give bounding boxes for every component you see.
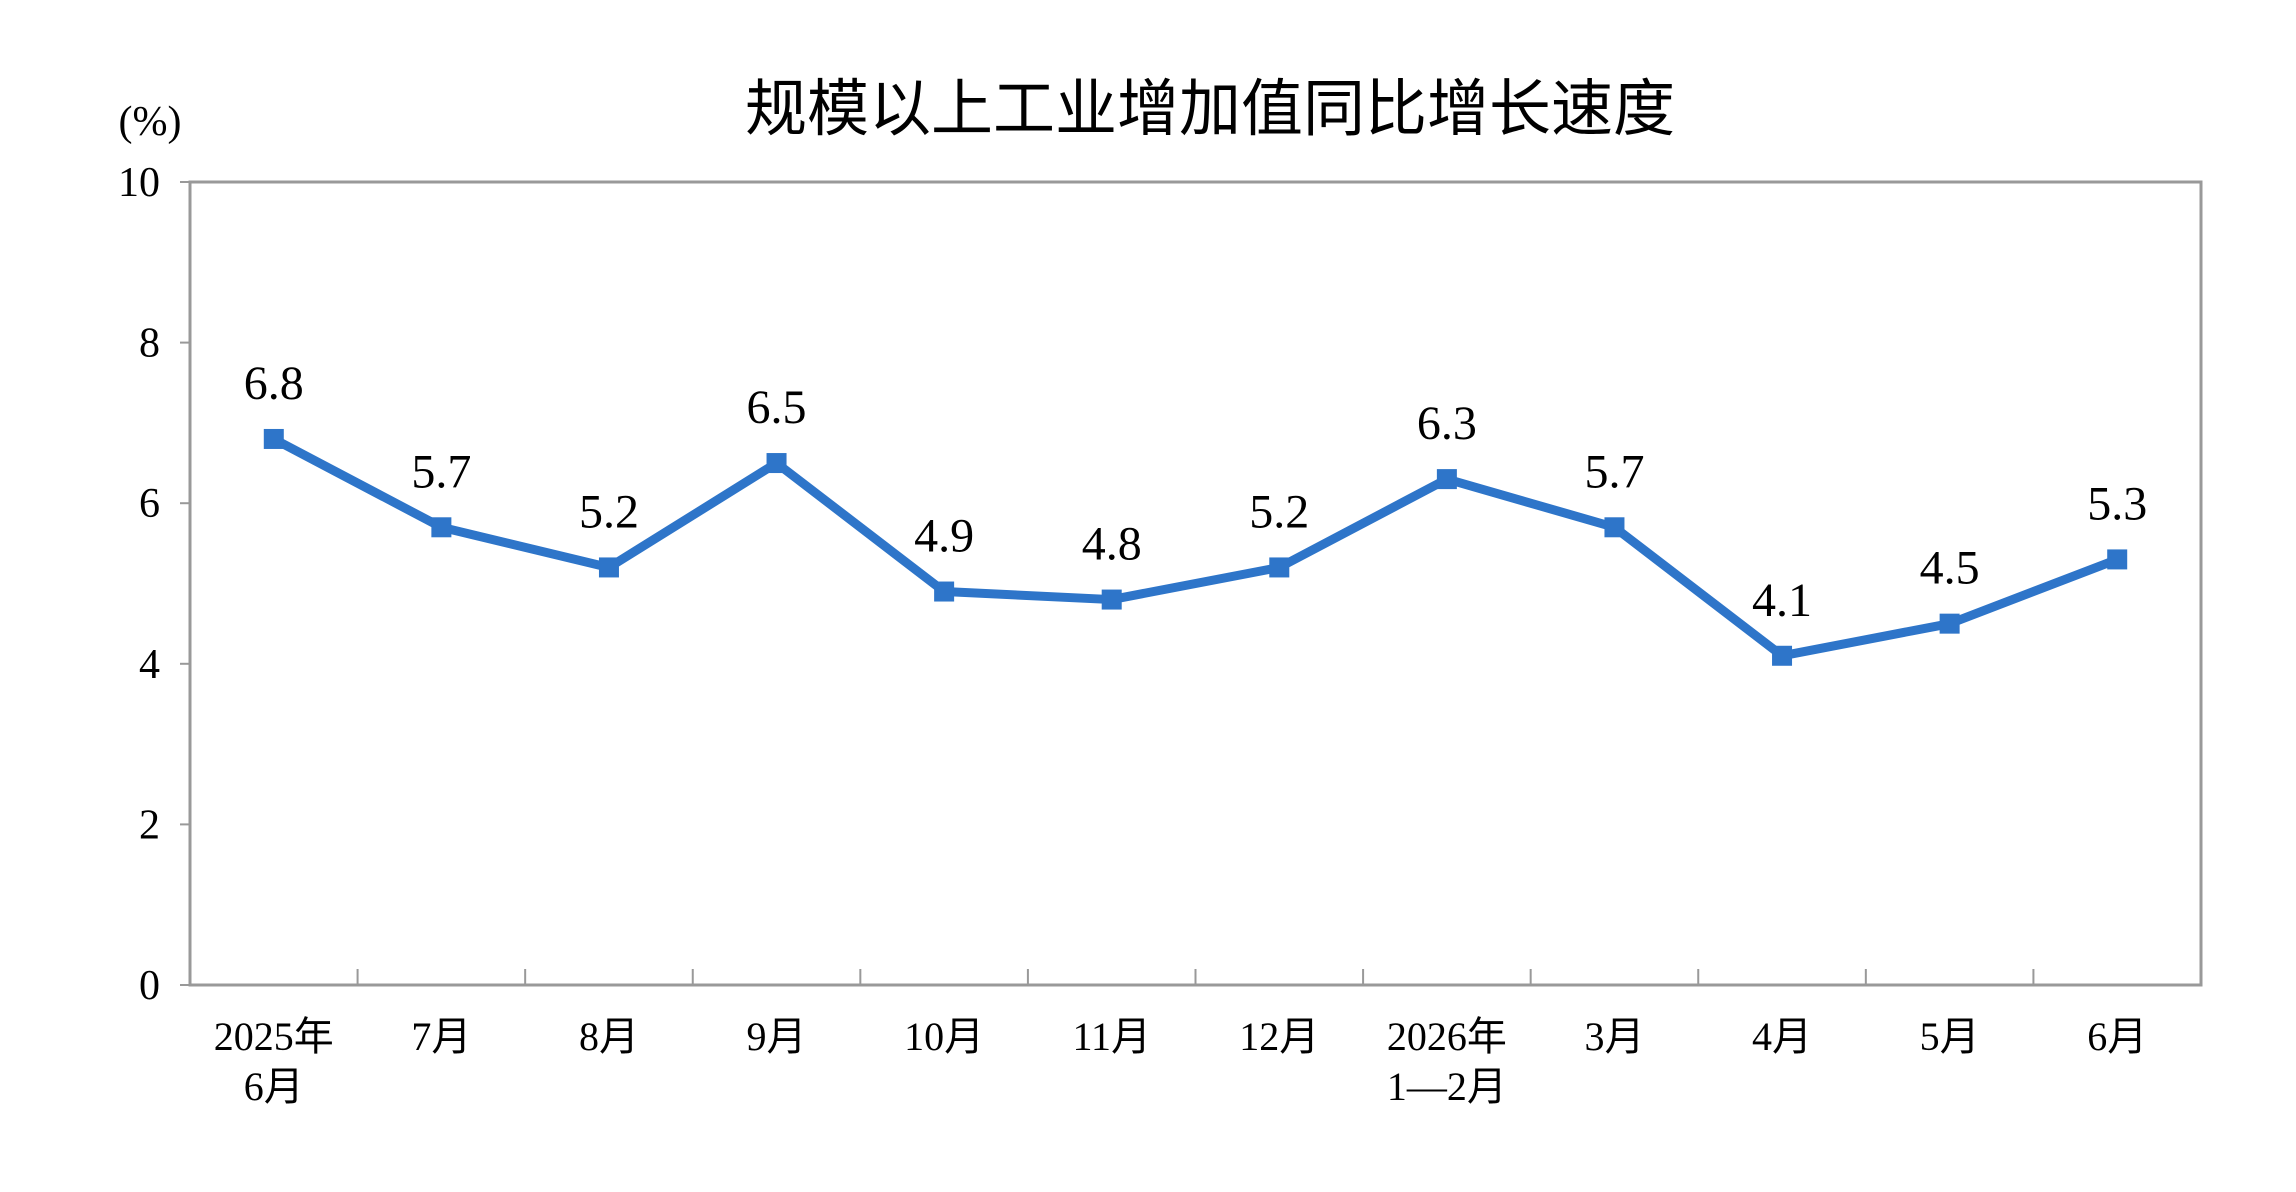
data-value-label: 5.7 (1584, 445, 1644, 498)
x-category-label: 9月 (747, 1014, 807, 1059)
data-point-marker (1436, 469, 1457, 490)
x-category-label: 1—2月 (1387, 1064, 1507, 1109)
data-value-label: 5.7 (411, 445, 471, 498)
x-category-label: 12月 (1239, 1014, 1319, 1059)
x-category-label: 4月 (1752, 1014, 1812, 1059)
data-value-label: 5.2 (579, 485, 639, 538)
x-category-label: 2026年 (1387, 1014, 1507, 1059)
x-category-label: 8月 (579, 1014, 639, 1059)
data-point-marker (1604, 517, 1625, 538)
data-value-label: 4.5 (1920, 542, 1980, 595)
data-value-label: 5.3 (2087, 477, 2147, 530)
data-value-label: 4.8 (1082, 518, 1142, 571)
data-value-label: 6.5 (747, 381, 807, 434)
data-value-label: 6.8 (244, 357, 304, 410)
x-category-label: 5月 (1920, 1014, 1980, 1059)
plot-area: 0 2 4 6 8 10 2025年 6月 7月 8月 9月 10月 11月 12月 2026年 1—2月 3月… (118, 160, 2203, 1109)
y-tick-label: 0 (139, 963, 160, 1009)
x-category-label: 6月 (2087, 1014, 2147, 1059)
x-category-label: 6月 (244, 1064, 304, 1109)
data-value-label: 5.2 (1249, 485, 1309, 538)
x-category-label: 3月 (1584, 1014, 1644, 1059)
y-tick-label: 4 (139, 642, 160, 688)
y-tick-label: 6 (139, 481, 160, 527)
data-point-marker (934, 581, 955, 602)
data-point-marker (1939, 613, 1960, 634)
data-value-label: 4.1 (1752, 574, 1812, 627)
data-point-marker (2107, 549, 2128, 570)
x-category-label: 10月 (904, 1014, 984, 1059)
data-point-marker (263, 428, 284, 449)
data-value-label: 4.9 (914, 510, 974, 563)
x-category-label: 7月 (411, 1014, 471, 1059)
data-point-marker (1772, 645, 1793, 666)
y-tick-label: 8 (139, 321, 160, 367)
data-point-marker (598, 557, 619, 578)
data-point-marker (1269, 557, 1290, 578)
series-line (269, 434, 2122, 661)
data-value-label: 6.3 (1417, 397, 1477, 450)
y-tick-label: 2 (139, 802, 160, 848)
y-tick-label: 10 (118, 160, 160, 206)
data-point-marker (431, 517, 452, 538)
data-point-marker (1101, 589, 1122, 610)
data-point-marker (766, 453, 787, 474)
x-category-label: 2025年 (214, 1014, 334, 1059)
chart-title: 规模以上工业增加值同比增长速度 (745, 72, 1675, 145)
y-unit-label: (%) (119, 99, 182, 145)
x-category-label: 11月 (1072, 1014, 1151, 1059)
